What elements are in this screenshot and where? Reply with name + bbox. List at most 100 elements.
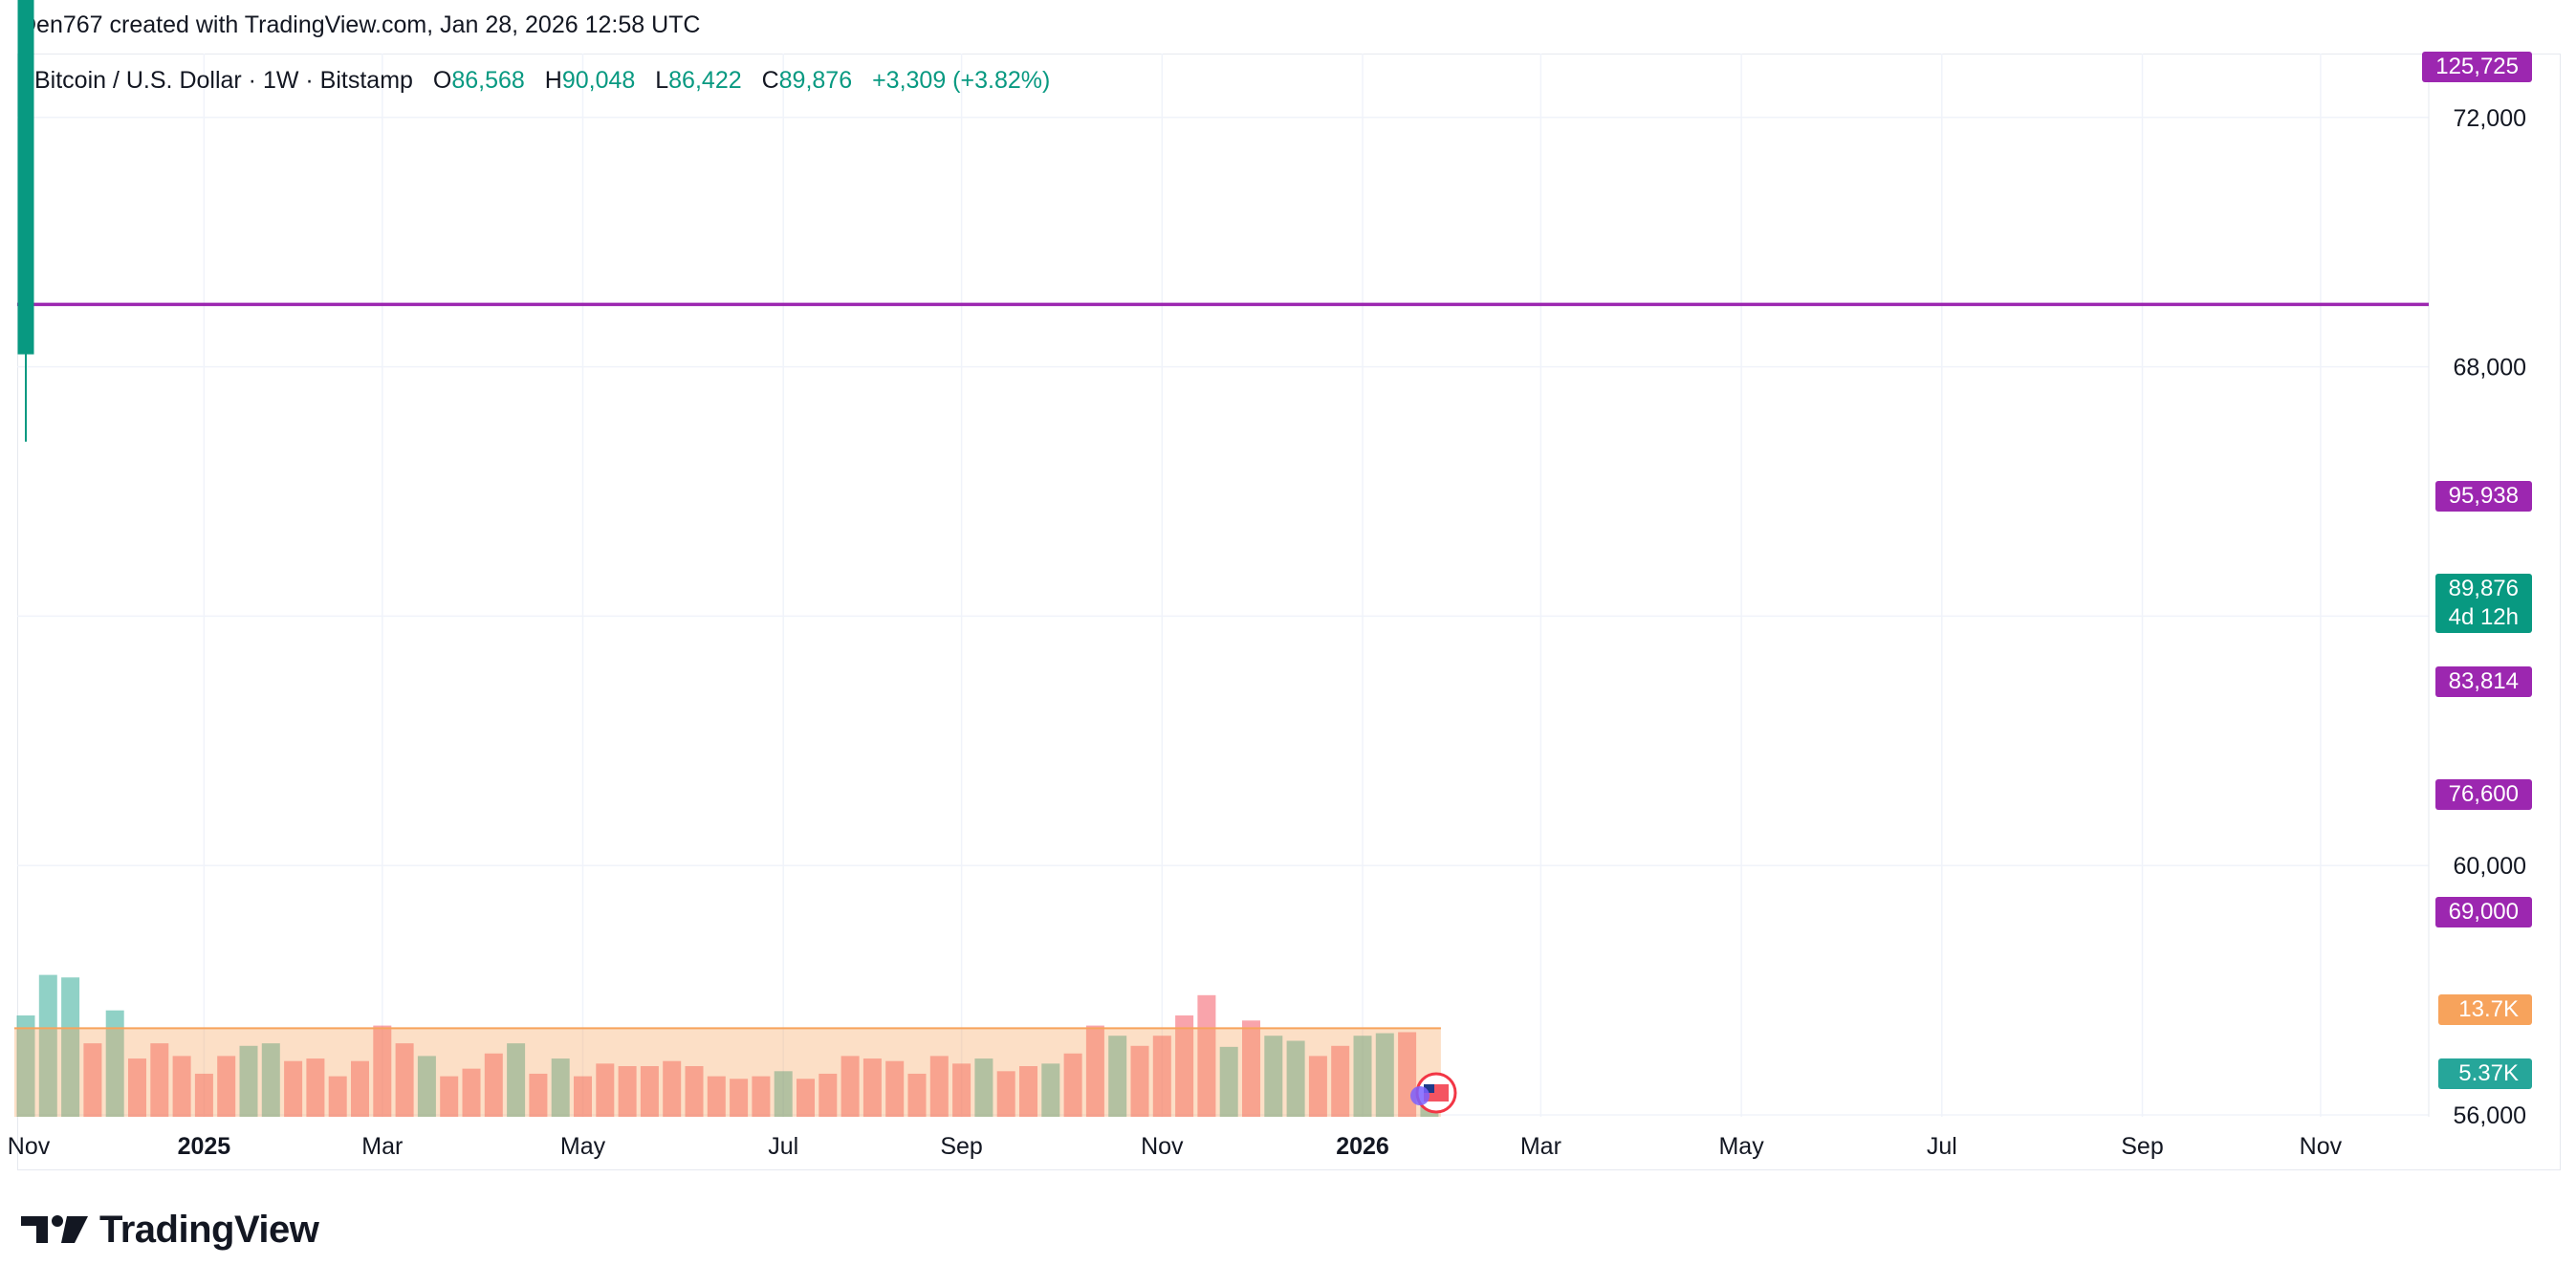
- x-tick-label: 2025: [178, 1133, 231, 1160]
- volume-bar: [797, 1079, 815, 1117]
- support-price-tag: 83,814: [2434, 666, 2532, 697]
- volume-bar: [774, 1071, 793, 1117]
- y-tick-label: 72,000: [2454, 105, 2526, 132]
- volume-bar: [885, 1060, 905, 1117]
- volume-bar: [261, 1043, 280, 1117]
- volume-bar: [574, 1076, 592, 1117]
- volume-bar: [1242, 1020, 1260, 1117]
- volume-bar: [1019, 1066, 1037, 1117]
- support2-price-tag: 76,600: [2434, 779, 2532, 810]
- flag-canton-icon: [1424, 1084, 1434, 1093]
- volume-bar: [507, 1043, 526, 1117]
- volume-bar: [1308, 1056, 1327, 1117]
- support3-price-tag: 69,000: [2434, 897, 2532, 927]
- volume-bar: [373, 1025, 392, 1117]
- volume-bar: [395, 1043, 414, 1117]
- change-value: +3,309 (+3.82%): [872, 67, 1051, 94]
- x-tick-label: Nov: [1141, 1133, 1184, 1160]
- volume-bar: [1331, 1045, 1350, 1117]
- volume-bar: [819, 1073, 838, 1117]
- volume-bar: [128, 1058, 146, 1117]
- low-value: 86,422: [668, 67, 742, 94]
- chart-frame: [17, 54, 2561, 1170]
- volume-bar: [417, 1056, 436, 1117]
- level-lines: [17, 302, 2429, 307]
- volume-bar: [618, 1066, 637, 1117]
- y-tick-label: 56,000: [2454, 1102, 2526, 1129]
- volume-bar: [16, 1015, 35, 1117]
- x-tick-label: Mar: [361, 1133, 403, 1160]
- volume-bar: [61, 977, 80, 1117]
- volume-bar: [952, 1063, 971, 1117]
- volume-bar: [351, 1060, 369, 1117]
- sparkle-event-icon: [1410, 1086, 1430, 1105]
- volume-bar: [685, 1066, 704, 1117]
- volume-bar: [707, 1076, 726, 1117]
- low-label: L: [655, 67, 669, 94]
- symbol-legend: Bitcoin / U.S. Dollar · 1W · Bitstamp O8…: [34, 67, 1050, 95]
- volume-bar: [1219, 1046, 1238, 1117]
- volume-bar: [1197, 994, 1216, 1117]
- volume-bar: [974, 1058, 993, 1117]
- volume-bar: [38, 974, 57, 1117]
- volume-last-tag: 5.37K: [2438, 1058, 2532, 1089]
- volume-bar: [239, 1045, 258, 1117]
- tradingview-wordmark: TradingView: [99, 1208, 319, 1251]
- bar-countdown-tag: 4d 12h: [2434, 602, 2532, 633]
- volume-bar: [462, 1068, 481, 1117]
- y-tick-label: 60,000: [2454, 853, 2526, 880]
- volume-ma-area: [14, 1028, 1441, 1117]
- volume-bar: [150, 1043, 169, 1117]
- volume-layer: [14, 974, 1441, 1117]
- x-tick-label: May: [1718, 1133, 1764, 1160]
- close-value: 89,876: [778, 67, 853, 94]
- volume-bar: [551, 1058, 570, 1117]
- volume-bar: [172, 1056, 191, 1117]
- x-tick-label: 2026: [1336, 1133, 1389, 1160]
- volume-ma-tag: 13.7K: [2438, 994, 2532, 1025]
- x-tick-label: Mar: [1520, 1133, 1561, 1160]
- volume-bar: [752, 1076, 771, 1117]
- volume-bar: [1375, 1033, 1394, 1117]
- volume-bar: [440, 1076, 459, 1117]
- volume-bar: [996, 1071, 1015, 1117]
- volume-bar: [194, 1073, 213, 1117]
- volume-bar: [1175, 1015, 1194, 1117]
- volume-bar: [217, 1056, 236, 1117]
- event-markers: [1410, 1072, 1457, 1114]
- high-label: H: [544, 67, 562, 94]
- open-value: 86,568: [451, 67, 525, 94]
- x-tick-label: May: [560, 1133, 606, 1160]
- volume-bar: [1063, 1053, 1082, 1117]
- open-label: O: [432, 67, 452, 94]
- volume-bar: [640, 1066, 659, 1117]
- volume-bar: [284, 1060, 303, 1117]
- tradingview-logo-icon: [21, 1215, 88, 1243]
- x-tick-label: Nov: [8, 1133, 51, 1160]
- chart-attribution: Den767 created with TradingView.com, Jan…: [19, 11, 701, 38]
- volume-bar: [1041, 1063, 1060, 1117]
- volume-bar: [1152, 1036, 1171, 1117]
- y-tick-label: 68,000: [2454, 355, 2526, 382]
- resistance-price-tag: 95,938: [2434, 481, 2532, 512]
- volume-bar: [1108, 1036, 1127, 1117]
- volume-bar: [306, 1058, 325, 1117]
- volume-bar: [529, 1073, 548, 1117]
- volume-bar: [328, 1076, 347, 1117]
- x-tick-label: Sep: [2121, 1133, 2163, 1160]
- volume-bar: [1286, 1040, 1305, 1117]
- tradingview-logo[interactable]: TradingView: [21, 1207, 319, 1253]
- x-tick-label: Jul: [768, 1133, 798, 1160]
- close-label: C: [761, 67, 779, 94]
- symbol-title[interactable]: Bitcoin / U.S. Dollar · 1W · Bitstamp: [34, 67, 413, 94]
- volume-bar: [730, 1079, 749, 1117]
- high-value: 90,048: [561, 67, 636, 94]
- volume-bar: [929, 1056, 949, 1117]
- volume-bar: [1085, 1025, 1104, 1117]
- volume-bar: [484, 1053, 503, 1117]
- volume-bar: [1353, 1036, 1372, 1117]
- grid-lines: [17, 54, 2430, 1117]
- volume-bar: [862, 1058, 882, 1117]
- volume-bar: [840, 1056, 860, 1117]
